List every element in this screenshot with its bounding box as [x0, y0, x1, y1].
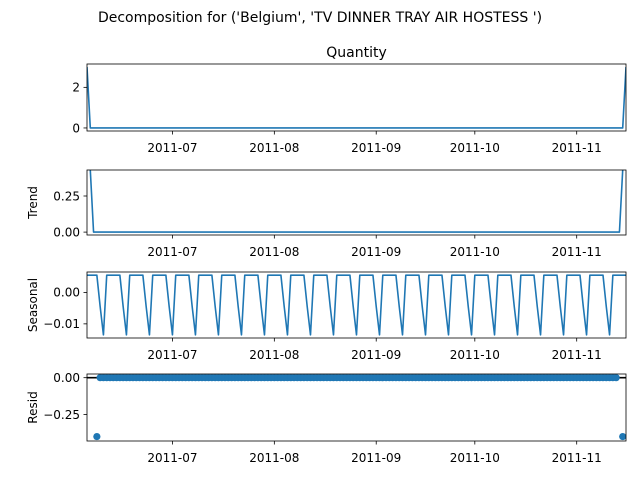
x-tick-label: 2011-07	[147, 451, 197, 465]
x-tick-label: 2011-08	[249, 348, 299, 362]
y-tick-label: −0.25	[43, 408, 80, 422]
y-tick-label: −0.01	[43, 317, 80, 331]
x-tick-label: 2011-07	[147, 348, 197, 362]
series-group	[87, 374, 626, 441]
y-tick-label: 0	[72, 121, 80, 135]
series-line	[89, 170, 624, 233]
x-tick-label: 2011-09	[351, 348, 401, 362]
panel-1: Quantity 0 2 2011-07 2011-08 2011-09 2011-10 20…	[72, 45, 627, 155]
panels-group: Quantity 0 2 2011-07 2011-08 2011-09 2011-10 20…	[26, 45, 627, 465]
x-tick-label: 2011-10	[450, 348, 500, 362]
x-tick-label: 2011-07	[147, 245, 197, 259]
panel-3: Seasonal 0.00 −0.01 2011-07 2011-08 2011-09 20…	[26, 271, 627, 362]
resid-point	[612, 374, 620, 382]
x-tick-label: 2011-08	[249, 451, 299, 465]
series-group	[87, 67, 626, 129]
axes-frame	[86, 169, 627, 236]
axes-frame	[86, 373, 627, 442]
axes-frame	[86, 271, 627, 339]
x-tick-label: 2011-11	[552, 451, 602, 465]
series-line	[87, 67, 626, 129]
y-axis-label: Trend	[26, 186, 40, 220]
y-tick-label: 0.00	[53, 286, 80, 300]
x-tick-label: 2011-08	[249, 245, 299, 259]
x-tick-label: 2011-10	[450, 141, 500, 155]
x-tick-label: 2011-09	[351, 141, 401, 155]
series-group	[89, 170, 624, 233]
resid-point	[619, 432, 626, 441]
y-tick-label: 2	[72, 81, 80, 95]
resid-point	[93, 432, 101, 441]
x-tick-label: 2011-10	[450, 451, 500, 465]
x-tick-label: 2011-07	[147, 141, 197, 155]
y-axis-label: Seasonal	[26, 278, 40, 332]
panel-4: Resid 0.00 −0.25 2011-07 2011-08 2011-09 2011-…	[26, 371, 627, 465]
axes-frame	[86, 63, 627, 132]
x-tick-label: 2011-11	[552, 141, 602, 155]
x-tick-label: 2011-11	[552, 348, 602, 362]
series-group	[87, 274, 626, 336]
y-tick-label: 0.00	[53, 371, 80, 385]
panel-2: Trend 0.00 0.25 2011-07 2011-08 2011-09 2011-1…	[26, 169, 627, 259]
panel-title: Quantity	[326, 45, 387, 61]
y-tick-label: 0.00	[53, 225, 80, 239]
y-tick-label: 0.25	[53, 189, 80, 203]
figure-suptitle: Decomposition for ('Belgium', 'TV DINNER…	[98, 10, 542, 26]
x-tick-label: 2011-10	[450, 245, 500, 259]
x-tick-label: 2011-09	[351, 245, 401, 259]
y-axis-label: Resid	[26, 391, 40, 423]
series-line	[87, 274, 626, 336]
x-tick-label: 2011-11	[552, 245, 602, 259]
x-tick-label: 2011-09	[351, 451, 401, 465]
x-tick-label: 2011-08	[249, 141, 299, 155]
